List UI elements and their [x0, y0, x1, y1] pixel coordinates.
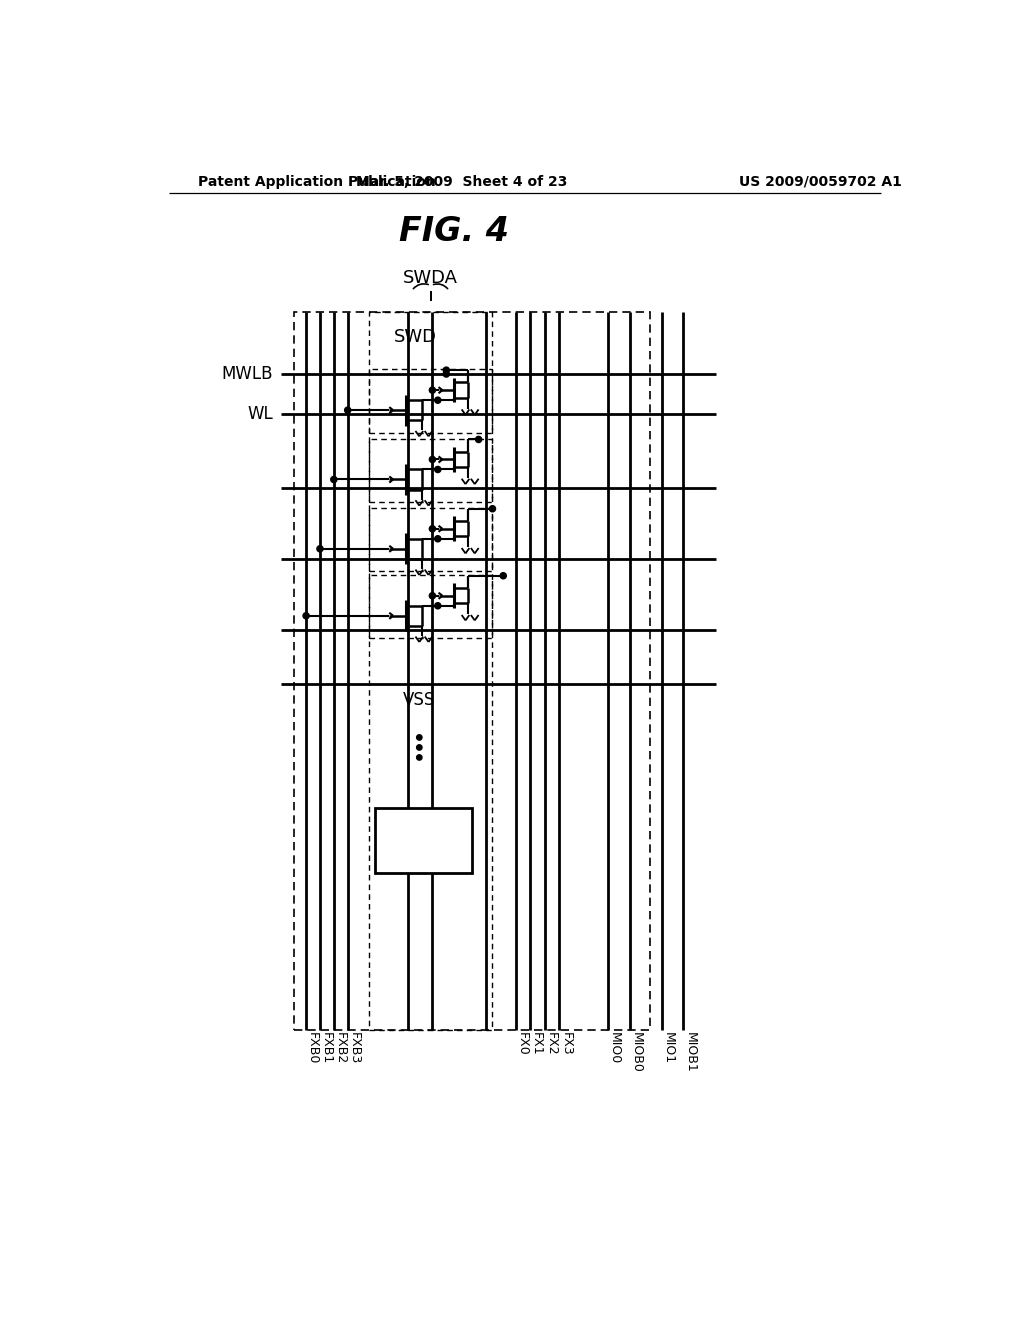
- Circle shape: [435, 466, 441, 473]
- Text: MIO1: MIO1: [662, 1032, 675, 1064]
- Text: VSS: VSS: [403, 692, 435, 709]
- Circle shape: [435, 603, 441, 609]
- Text: MIO0: MIO0: [608, 1032, 621, 1064]
- Text: MIOB1: MIOB1: [683, 1032, 696, 1072]
- Text: MIOB0: MIOB0: [630, 1032, 642, 1072]
- Circle shape: [443, 371, 450, 378]
- Text: Patent Application Publication: Patent Application Publication: [199, 174, 436, 189]
- Text: FXB0: FXB0: [306, 1032, 319, 1064]
- Text: FXB2: FXB2: [334, 1032, 347, 1064]
- Text: MWLB: MWLB: [221, 366, 273, 383]
- Circle shape: [489, 506, 496, 512]
- Circle shape: [429, 525, 435, 532]
- Circle shape: [429, 387, 435, 393]
- Circle shape: [303, 612, 309, 619]
- Circle shape: [443, 367, 450, 374]
- Circle shape: [475, 437, 481, 442]
- Circle shape: [435, 397, 441, 404]
- Bar: [376, 808, 472, 873]
- Bar: [370, 370, 493, 433]
- Circle shape: [429, 457, 435, 462]
- Text: WL: WL: [247, 405, 273, 422]
- Text: Mar. 5, 2009  Sheet 4 of 23: Mar. 5, 2009 Sheet 4 of 23: [356, 174, 567, 189]
- Text: FXB3: FXB3: [348, 1032, 360, 1064]
- Bar: [294, 313, 649, 1030]
- Circle shape: [500, 573, 506, 578]
- Circle shape: [435, 536, 441, 543]
- Circle shape: [417, 755, 422, 760]
- Text: SWDA: SWDA: [403, 269, 459, 286]
- Text: FX0: FX0: [515, 1032, 528, 1055]
- Text: FIG. 4: FIG. 4: [399, 215, 509, 248]
- Text: US 2009/0059702 A1: US 2009/0059702 A1: [739, 174, 902, 189]
- Bar: [370, 576, 493, 638]
- Text: FX2: FX2: [545, 1032, 558, 1055]
- Text: FX3: FX3: [559, 1032, 572, 1055]
- Bar: [370, 508, 493, 572]
- Text: FXB1: FXB1: [319, 1032, 333, 1064]
- Text: SWD: SWD: [394, 329, 437, 346]
- Bar: [370, 438, 493, 502]
- Circle shape: [429, 593, 435, 599]
- Circle shape: [417, 744, 422, 750]
- Circle shape: [331, 477, 337, 483]
- Circle shape: [417, 735, 422, 741]
- Text: FX1: FX1: [530, 1032, 543, 1055]
- Circle shape: [316, 545, 323, 552]
- Bar: [370, 313, 493, 1030]
- Text: SWD: SWD: [400, 832, 446, 850]
- Circle shape: [345, 407, 351, 413]
